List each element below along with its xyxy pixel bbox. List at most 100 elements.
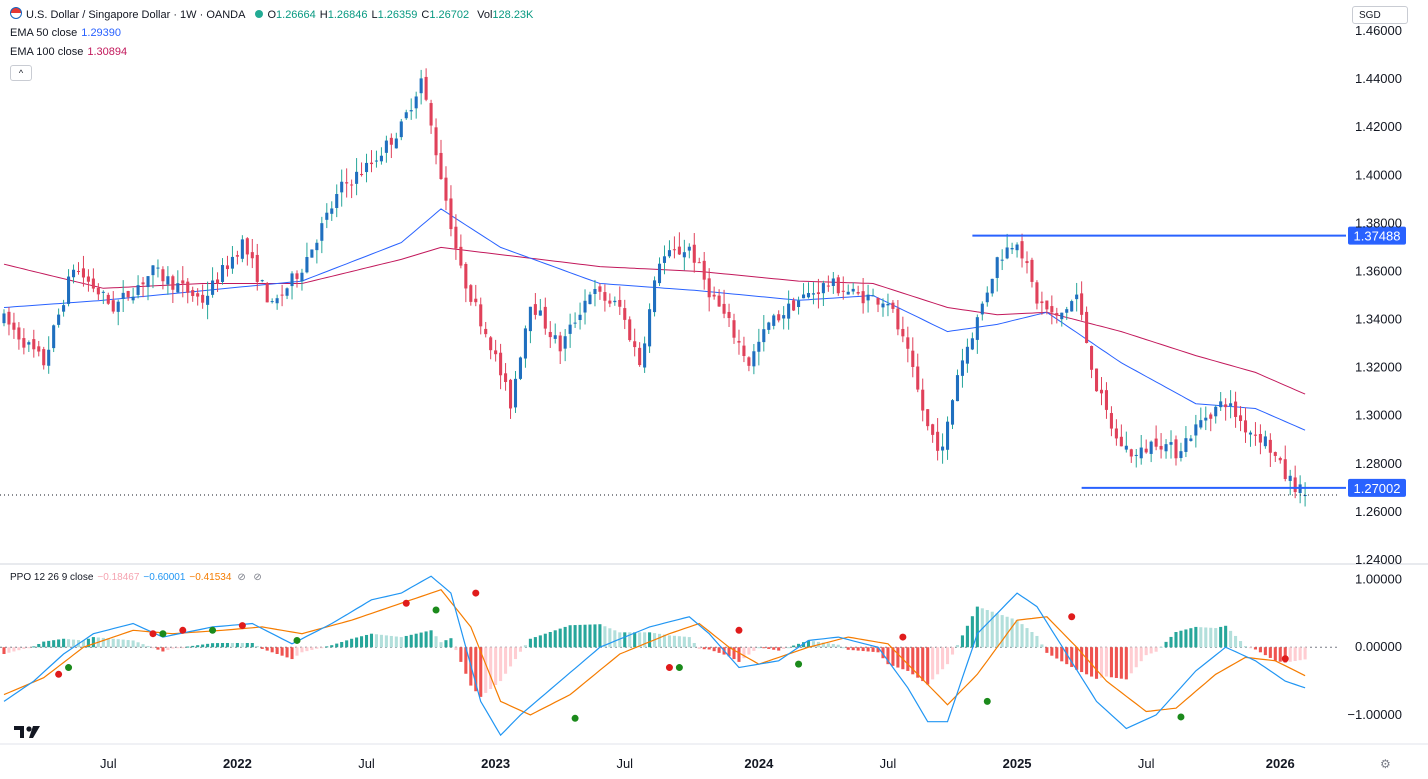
candle-body[interactable] xyxy=(285,288,289,296)
candle-body[interactable] xyxy=(633,341,637,348)
candle-body[interactable] xyxy=(106,294,110,304)
candle-body[interactable] xyxy=(434,127,438,156)
candle-body[interactable] xyxy=(752,351,756,367)
candle-body[interactable] xyxy=(950,400,955,425)
candle-body[interactable] xyxy=(772,315,776,326)
candle-body[interactable] xyxy=(22,338,26,348)
candle-body[interactable] xyxy=(1258,434,1262,443)
candle-body[interactable] xyxy=(737,340,741,343)
candle-body[interactable] xyxy=(76,270,81,272)
candle-body[interactable] xyxy=(186,281,190,293)
candle-body[interactable] xyxy=(543,306,547,329)
candle-body[interactable] xyxy=(1124,445,1128,450)
candle-body[interactable] xyxy=(553,335,557,339)
candle-body[interactable] xyxy=(464,263,468,289)
candle-body[interactable] xyxy=(792,300,796,311)
candle-body[interactable] xyxy=(374,160,378,162)
candle-body[interactable] xyxy=(17,327,21,340)
candle-body[interactable] xyxy=(191,290,195,297)
candle-body[interactable] xyxy=(47,349,51,366)
candle-body[interactable] xyxy=(280,294,284,296)
candle-body[interactable] xyxy=(687,246,691,251)
candle-body[interactable] xyxy=(424,76,428,100)
candle-body[interactable] xyxy=(901,328,905,337)
candle-body[interactable] xyxy=(1075,294,1079,300)
candle-body[interactable] xyxy=(742,345,746,357)
candle-body[interactable] xyxy=(1144,448,1148,453)
candle-body[interactable] xyxy=(1219,401,1223,408)
candle-body[interactable] xyxy=(1253,434,1257,436)
candle-body[interactable] xyxy=(1214,406,1218,417)
candle-body[interactable] xyxy=(449,198,453,230)
ema100-line[interactable] xyxy=(3,246,1306,395)
candle-body[interactable] xyxy=(1080,293,1084,315)
candle-body[interactable] xyxy=(459,246,463,266)
candle-body[interactable] xyxy=(335,194,339,208)
candle-body[interactable] xyxy=(926,409,930,427)
eye-off-icon[interactable]: ⊘ xyxy=(253,572,262,583)
candle-body[interactable] xyxy=(836,277,840,294)
candle-body[interactable] xyxy=(91,278,95,289)
candle-body[interactable] xyxy=(240,239,244,259)
candle-body[interactable] xyxy=(1129,449,1133,457)
candle-body[interactable] xyxy=(618,299,622,307)
candle-body[interactable] xyxy=(225,265,230,270)
candle-body[interactable] xyxy=(787,303,791,319)
candle-body[interactable] xyxy=(345,182,349,184)
candle-body[interactable] xyxy=(975,317,979,340)
candle-body[interactable] xyxy=(638,347,642,366)
currency-selector[interactable]: SGD xyxy=(1352,6,1408,24)
candle-body[interactable] xyxy=(1065,309,1069,313)
candle-body[interactable] xyxy=(1164,444,1168,452)
candle-body[interactable] xyxy=(990,278,994,294)
candle-body[interactable] xyxy=(831,278,835,286)
ema100-legend[interactable]: EMA 100 close 1.30894 xyxy=(10,46,131,58)
candle-body[interactable] xyxy=(469,285,473,302)
candle-body[interactable] xyxy=(181,280,185,284)
candle-body[interactable] xyxy=(111,300,115,312)
candle-body[interactable] xyxy=(672,249,676,251)
candle-body[interactable] xyxy=(409,110,413,112)
candle-body[interactable] xyxy=(384,140,388,153)
candle-body[interactable] xyxy=(1273,452,1277,456)
candle-body[interactable] xyxy=(946,421,950,450)
candle-body[interactable] xyxy=(1045,300,1049,310)
candle-body[interactable] xyxy=(1283,459,1287,480)
candle-body[interactable] xyxy=(628,319,632,341)
candle-body[interactable] xyxy=(1149,441,1153,454)
candle-body[interactable] xyxy=(12,322,16,330)
candle-body[interactable] xyxy=(42,349,46,366)
candle-body[interactable] xyxy=(1179,451,1183,458)
candle-body[interactable] xyxy=(1174,439,1178,459)
candle-body[interactable] xyxy=(613,300,617,303)
candle-body[interactable] xyxy=(230,256,234,269)
candle-body[interactable] xyxy=(806,293,811,298)
candle-body[interactable] xyxy=(846,291,850,295)
candle-body[interactable] xyxy=(1194,424,1198,436)
candle-body[interactable] xyxy=(1239,415,1243,422)
candle-body[interactable] xyxy=(747,357,751,366)
candle-body[interactable] xyxy=(1094,368,1099,392)
candle-body[interactable] xyxy=(504,373,508,383)
candle-body[interactable] xyxy=(667,250,671,257)
candle-body[interactable] xyxy=(623,308,627,320)
candle-body[interactable] xyxy=(538,310,542,316)
candle-body[interactable] xyxy=(1209,414,1213,419)
candle-body[interactable] xyxy=(578,314,582,321)
candle-body[interactable] xyxy=(896,308,900,330)
candle-body[interactable] xyxy=(161,269,165,282)
candle-body[interactable] xyxy=(931,424,935,435)
collapse-legend-button[interactable]: ^ xyxy=(10,65,32,81)
candle-body[interactable] xyxy=(1050,306,1054,313)
candle-body[interactable] xyxy=(126,290,130,298)
candle-body[interactable] xyxy=(762,329,766,343)
candle-body[interactable] xyxy=(1303,495,1307,497)
candle-body[interactable] xyxy=(608,300,612,304)
candle-body[interactable] xyxy=(697,262,701,264)
candle-body[interactable] xyxy=(593,288,597,295)
candle-body[interactable] xyxy=(1119,436,1123,447)
candle-body[interactable] xyxy=(727,311,731,319)
candle-body[interactable] xyxy=(325,212,329,220)
candle-body[interactable] xyxy=(891,302,895,309)
